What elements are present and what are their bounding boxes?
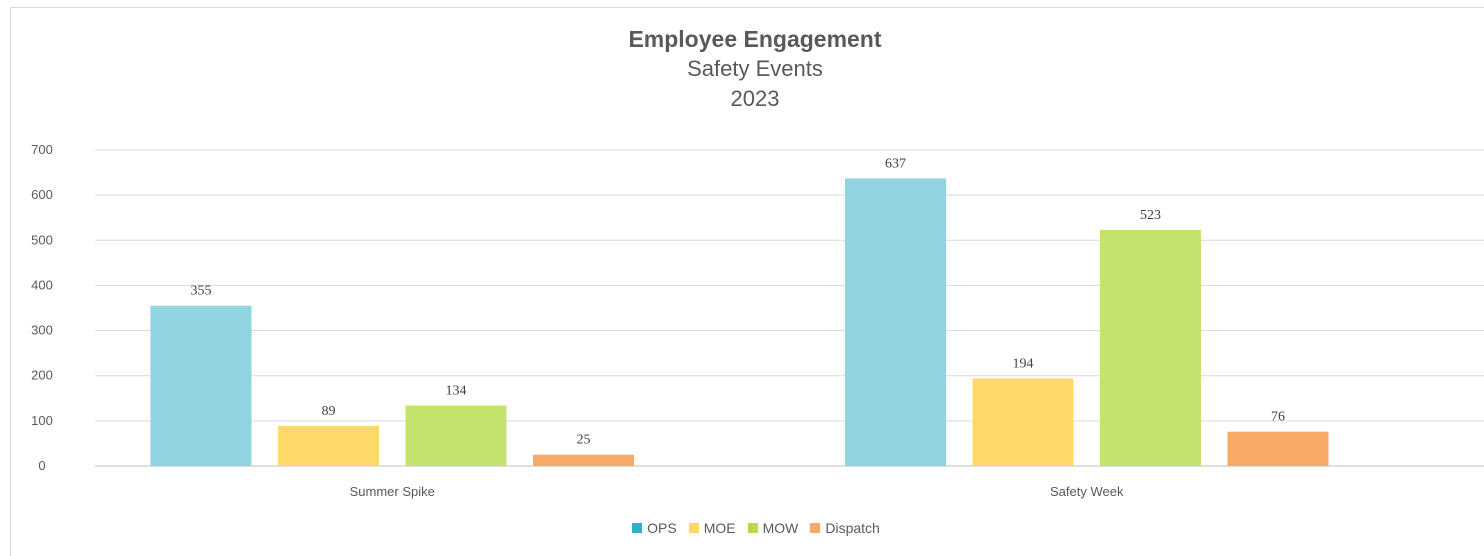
x-category-label: Safety Week xyxy=(1050,484,1124,499)
y-tick-label: 600 xyxy=(31,187,53,202)
legend-label: MOW xyxy=(762,520,799,536)
bar xyxy=(845,178,946,466)
legend-item: MOE xyxy=(688,520,736,536)
bar xyxy=(405,405,507,466)
legend-item: MOW xyxy=(747,520,799,536)
data-label: 134 xyxy=(446,384,467,399)
bar xyxy=(1227,431,1329,466)
bar xyxy=(972,378,1074,466)
bar xyxy=(150,305,252,466)
legend-item: Dispatch xyxy=(810,520,880,536)
y-tick-label: 100 xyxy=(31,413,53,428)
y-tick-label: 500 xyxy=(31,232,53,247)
chart-frame xyxy=(10,7,1484,556)
y-tick-label: 200 xyxy=(31,368,53,383)
chart-subtitle: Safety Events xyxy=(687,56,823,81)
bar xyxy=(1100,229,1201,466)
y-tick-label: 0 xyxy=(38,458,45,473)
data-label: 76 xyxy=(1271,410,1285,425)
legend-label: Dispatch xyxy=(825,520,880,536)
y-tick-label: 300 xyxy=(31,323,53,338)
bar xyxy=(533,454,634,466)
y-tick-label: 700 xyxy=(31,142,53,157)
data-label: 89 xyxy=(322,404,336,419)
data-label: 355 xyxy=(191,284,212,299)
chart-title: Employee Engagement xyxy=(628,26,882,52)
title-block: Employee Engagement Safety Events 2023 xyxy=(0,24,1484,114)
legend-swatch xyxy=(747,523,758,533)
legend-swatch xyxy=(810,523,821,533)
data-label: 637 xyxy=(885,156,906,171)
data-label: 25 xyxy=(577,433,591,448)
x-category-label: Summer Spike xyxy=(350,484,435,499)
legend-swatch xyxy=(688,523,699,533)
legend-swatch xyxy=(632,523,643,533)
legend-label: MOE xyxy=(703,520,736,536)
data-label: 194 xyxy=(1013,356,1034,371)
bar xyxy=(278,425,379,466)
legend-label: OPS xyxy=(647,520,677,536)
legend-item: OPS xyxy=(632,520,677,536)
y-tick-label: 400 xyxy=(31,277,53,292)
chart-subtitle-year: 2023 xyxy=(730,86,780,111)
chart-legend: OPS MOE MOW Dispatch xyxy=(0,520,1484,536)
data-label: 523 xyxy=(1140,208,1161,223)
